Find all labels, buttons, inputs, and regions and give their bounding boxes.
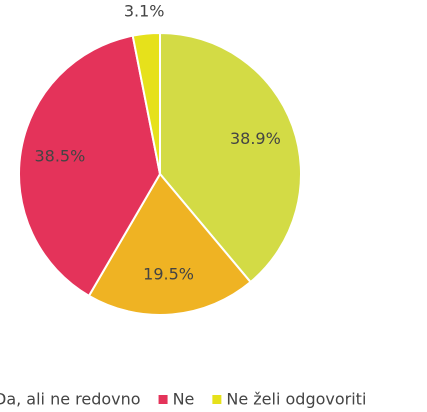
- legend-label: Da, ali ne redovno: [0, 390, 141, 409]
- data-label: 38.9%: [230, 129, 281, 148]
- legend-swatch: [158, 395, 168, 404]
- data-label: 19.5%: [143, 265, 194, 284]
- pie-slice: [131, 31, 161, 175]
- pie-slice: [159, 31, 302, 284]
- legend-swatch: [212, 395, 222, 404]
- pie-slice: [18, 34, 162, 298]
- legend-label: Ne: [173, 390, 195, 409]
- data-label: 3.1%: [124, 1, 165, 20]
- data-label: 38.5%: [34, 147, 85, 166]
- pie-slice: [87, 172, 252, 316]
- legend-label: Ne želi odgovoriti: [226, 390, 366, 409]
